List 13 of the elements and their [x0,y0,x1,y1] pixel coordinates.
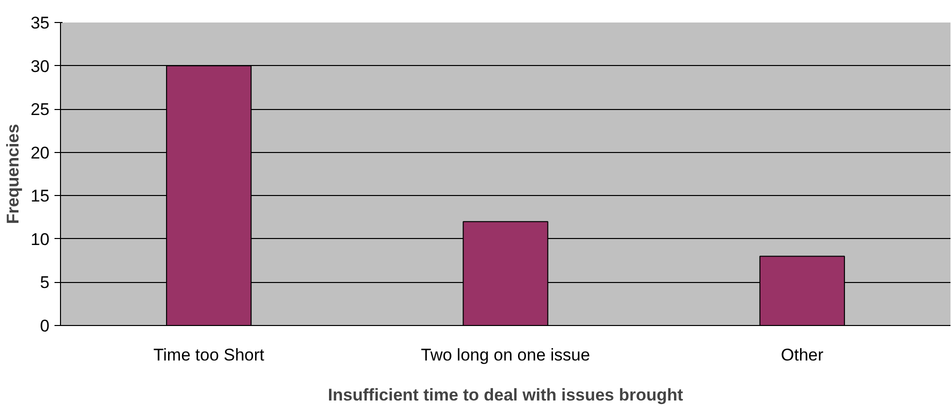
y-tick-label: 15 [30,186,50,206]
x-tick-label: Other [780,346,824,364]
x-axis-title: Insufficient time to deal with issues brought [328,386,684,404]
y-tick-label: 25 [30,100,50,120]
y-tick-label: 20 [30,143,50,162]
y-tick-label: 5 [40,273,50,292]
y-axis-title: Frequencies [4,124,23,224]
y-tick-label: 30 [30,56,50,76]
y-tick-label: 10 [30,230,50,249]
y-tick-label: 0 [40,316,50,336]
x-tick-label: Time too Short [153,346,265,364]
y-tick-label: 35 [30,14,50,32]
x-tick-label: Two long on one issue [420,346,590,364]
